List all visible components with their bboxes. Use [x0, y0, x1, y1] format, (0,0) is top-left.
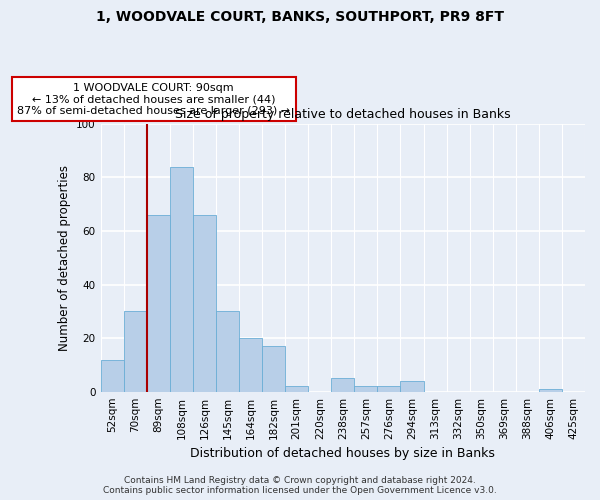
Bar: [285, 386, 308, 392]
X-axis label: Distribution of detached houses by size in Banks: Distribution of detached houses by size …: [190, 447, 495, 460]
Bar: [377, 386, 400, 392]
Text: 1 WOODVALE COURT: 90sqm
← 13% of detached houses are smaller (44)
87% of semi-de: 1 WOODVALE COURT: 90sqm ← 13% of detache…: [17, 82, 290, 116]
Text: Contains HM Land Registry data © Crown copyright and database right 2024.
Contai: Contains HM Land Registry data © Crown c…: [103, 476, 497, 495]
Bar: [355, 386, 377, 392]
Bar: [331, 378, 355, 392]
Bar: [101, 360, 124, 392]
Text: 1, WOODVALE COURT, BANKS, SOUTHPORT, PR9 8FT: 1, WOODVALE COURT, BANKS, SOUTHPORT, PR9…: [96, 10, 504, 24]
Bar: [170, 166, 193, 392]
Bar: [124, 312, 147, 392]
Title: Size of property relative to detached houses in Banks: Size of property relative to detached ho…: [175, 108, 511, 121]
Bar: [539, 389, 562, 392]
Bar: [262, 346, 285, 392]
Y-axis label: Number of detached properties: Number of detached properties: [58, 164, 71, 350]
Bar: [239, 338, 262, 392]
Bar: [147, 215, 170, 392]
Bar: [400, 381, 424, 392]
Bar: [216, 312, 239, 392]
Bar: [193, 215, 216, 392]
